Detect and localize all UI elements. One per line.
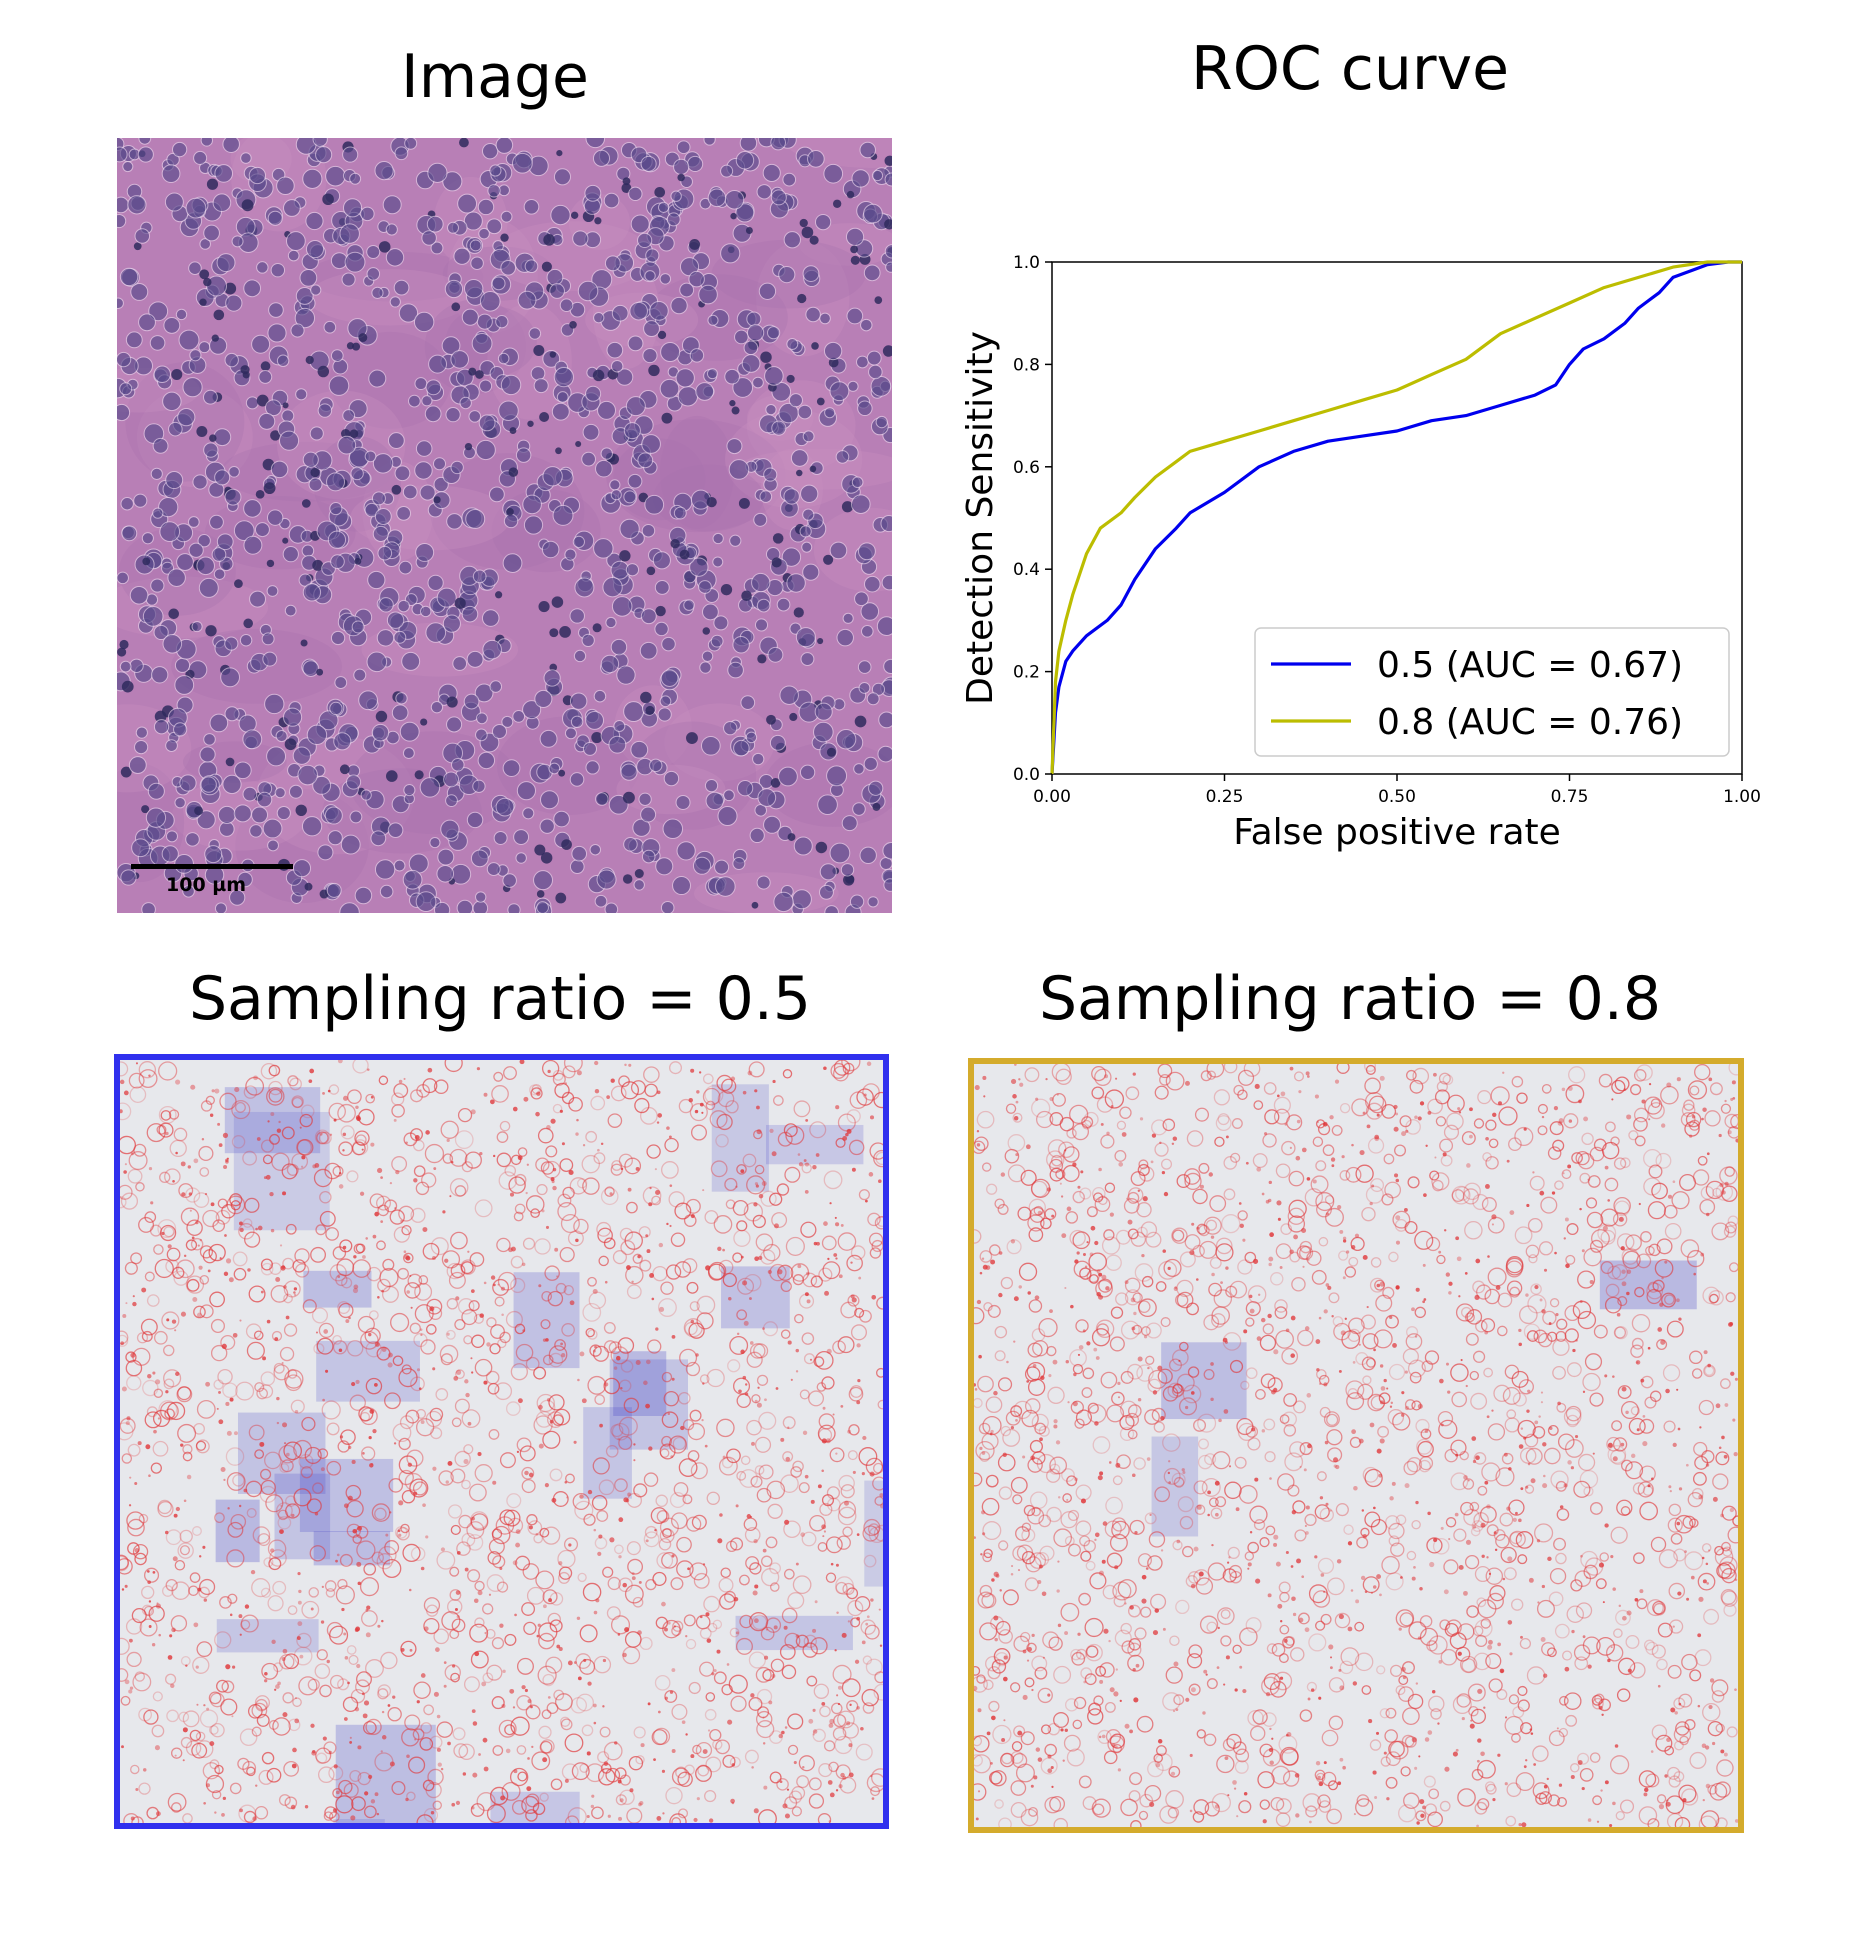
y-tick-label: 0.6 <box>1013 458 1040 478</box>
legend-entry: 0.5 (AUC = 0.67) <box>1377 645 1683 686</box>
image-panel-title: Image <box>401 42 589 112</box>
map-08-panel-title: Sampling ratio = 0.8 <box>1038 964 1662 1034</box>
y-tick-label: 0.8 <box>1013 355 1040 375</box>
tissue-image <box>117 138 892 913</box>
map-05-panel-title: Sampling ratio = 0.5 <box>188 964 812 1034</box>
x-tick-label: 0.25 <box>1206 787 1244 807</box>
heatmap-sampling-0-5 <box>114 1054 889 1829</box>
roc-panel-title: ROC curve <box>1191 34 1509 104</box>
tissue-image-graphic <box>117 138 892 913</box>
y-tick-label: 0.2 <box>1013 663 1040 683</box>
x-axis-label: False positive rate <box>1233 812 1561 853</box>
roc-chart: 0.00 0.25 0.50 0.75 1.00 0.0 0.2 0.4 0.6 0.8 1.0 F… <box>960 253 1761 853</box>
y-axis-label: Detection Sensitivity <box>960 331 1001 705</box>
x-tick-label: 0.00 <box>1033 787 1071 807</box>
scale-bar-label: 100 µm <box>166 874 247 896</box>
roc-line-series-0 <box>1050 260 1742 775</box>
legend-entry: 0.8 (AUC = 0.76) <box>1377 702 1683 743</box>
y-tick-label: 0.0 <box>1013 765 1040 785</box>
legend: 0.5 (AUC = 0.67) 0.8 (AUC = 0.76) <box>1254 627 1730 757</box>
scale-bar <box>131 864 293 869</box>
legend-box <box>1254 627 1730 757</box>
heatmap-0-8-graphic <box>974 1064 1738 1827</box>
x-tick-label: 1.00 <box>1723 787 1761 807</box>
y-tick-label: 0.4 <box>1013 560 1040 580</box>
y-tick-label: 1.0 <box>1013 253 1040 273</box>
x-tick-label: 0.75 <box>1551 787 1589 807</box>
roc-line-series-1 <box>1050 260 1742 775</box>
heatmap-sampling-0-8 <box>968 1058 1744 1833</box>
x-tick-label: 0.50 <box>1378 787 1416 807</box>
heatmap-0-5-graphic <box>120 1060 883 1823</box>
